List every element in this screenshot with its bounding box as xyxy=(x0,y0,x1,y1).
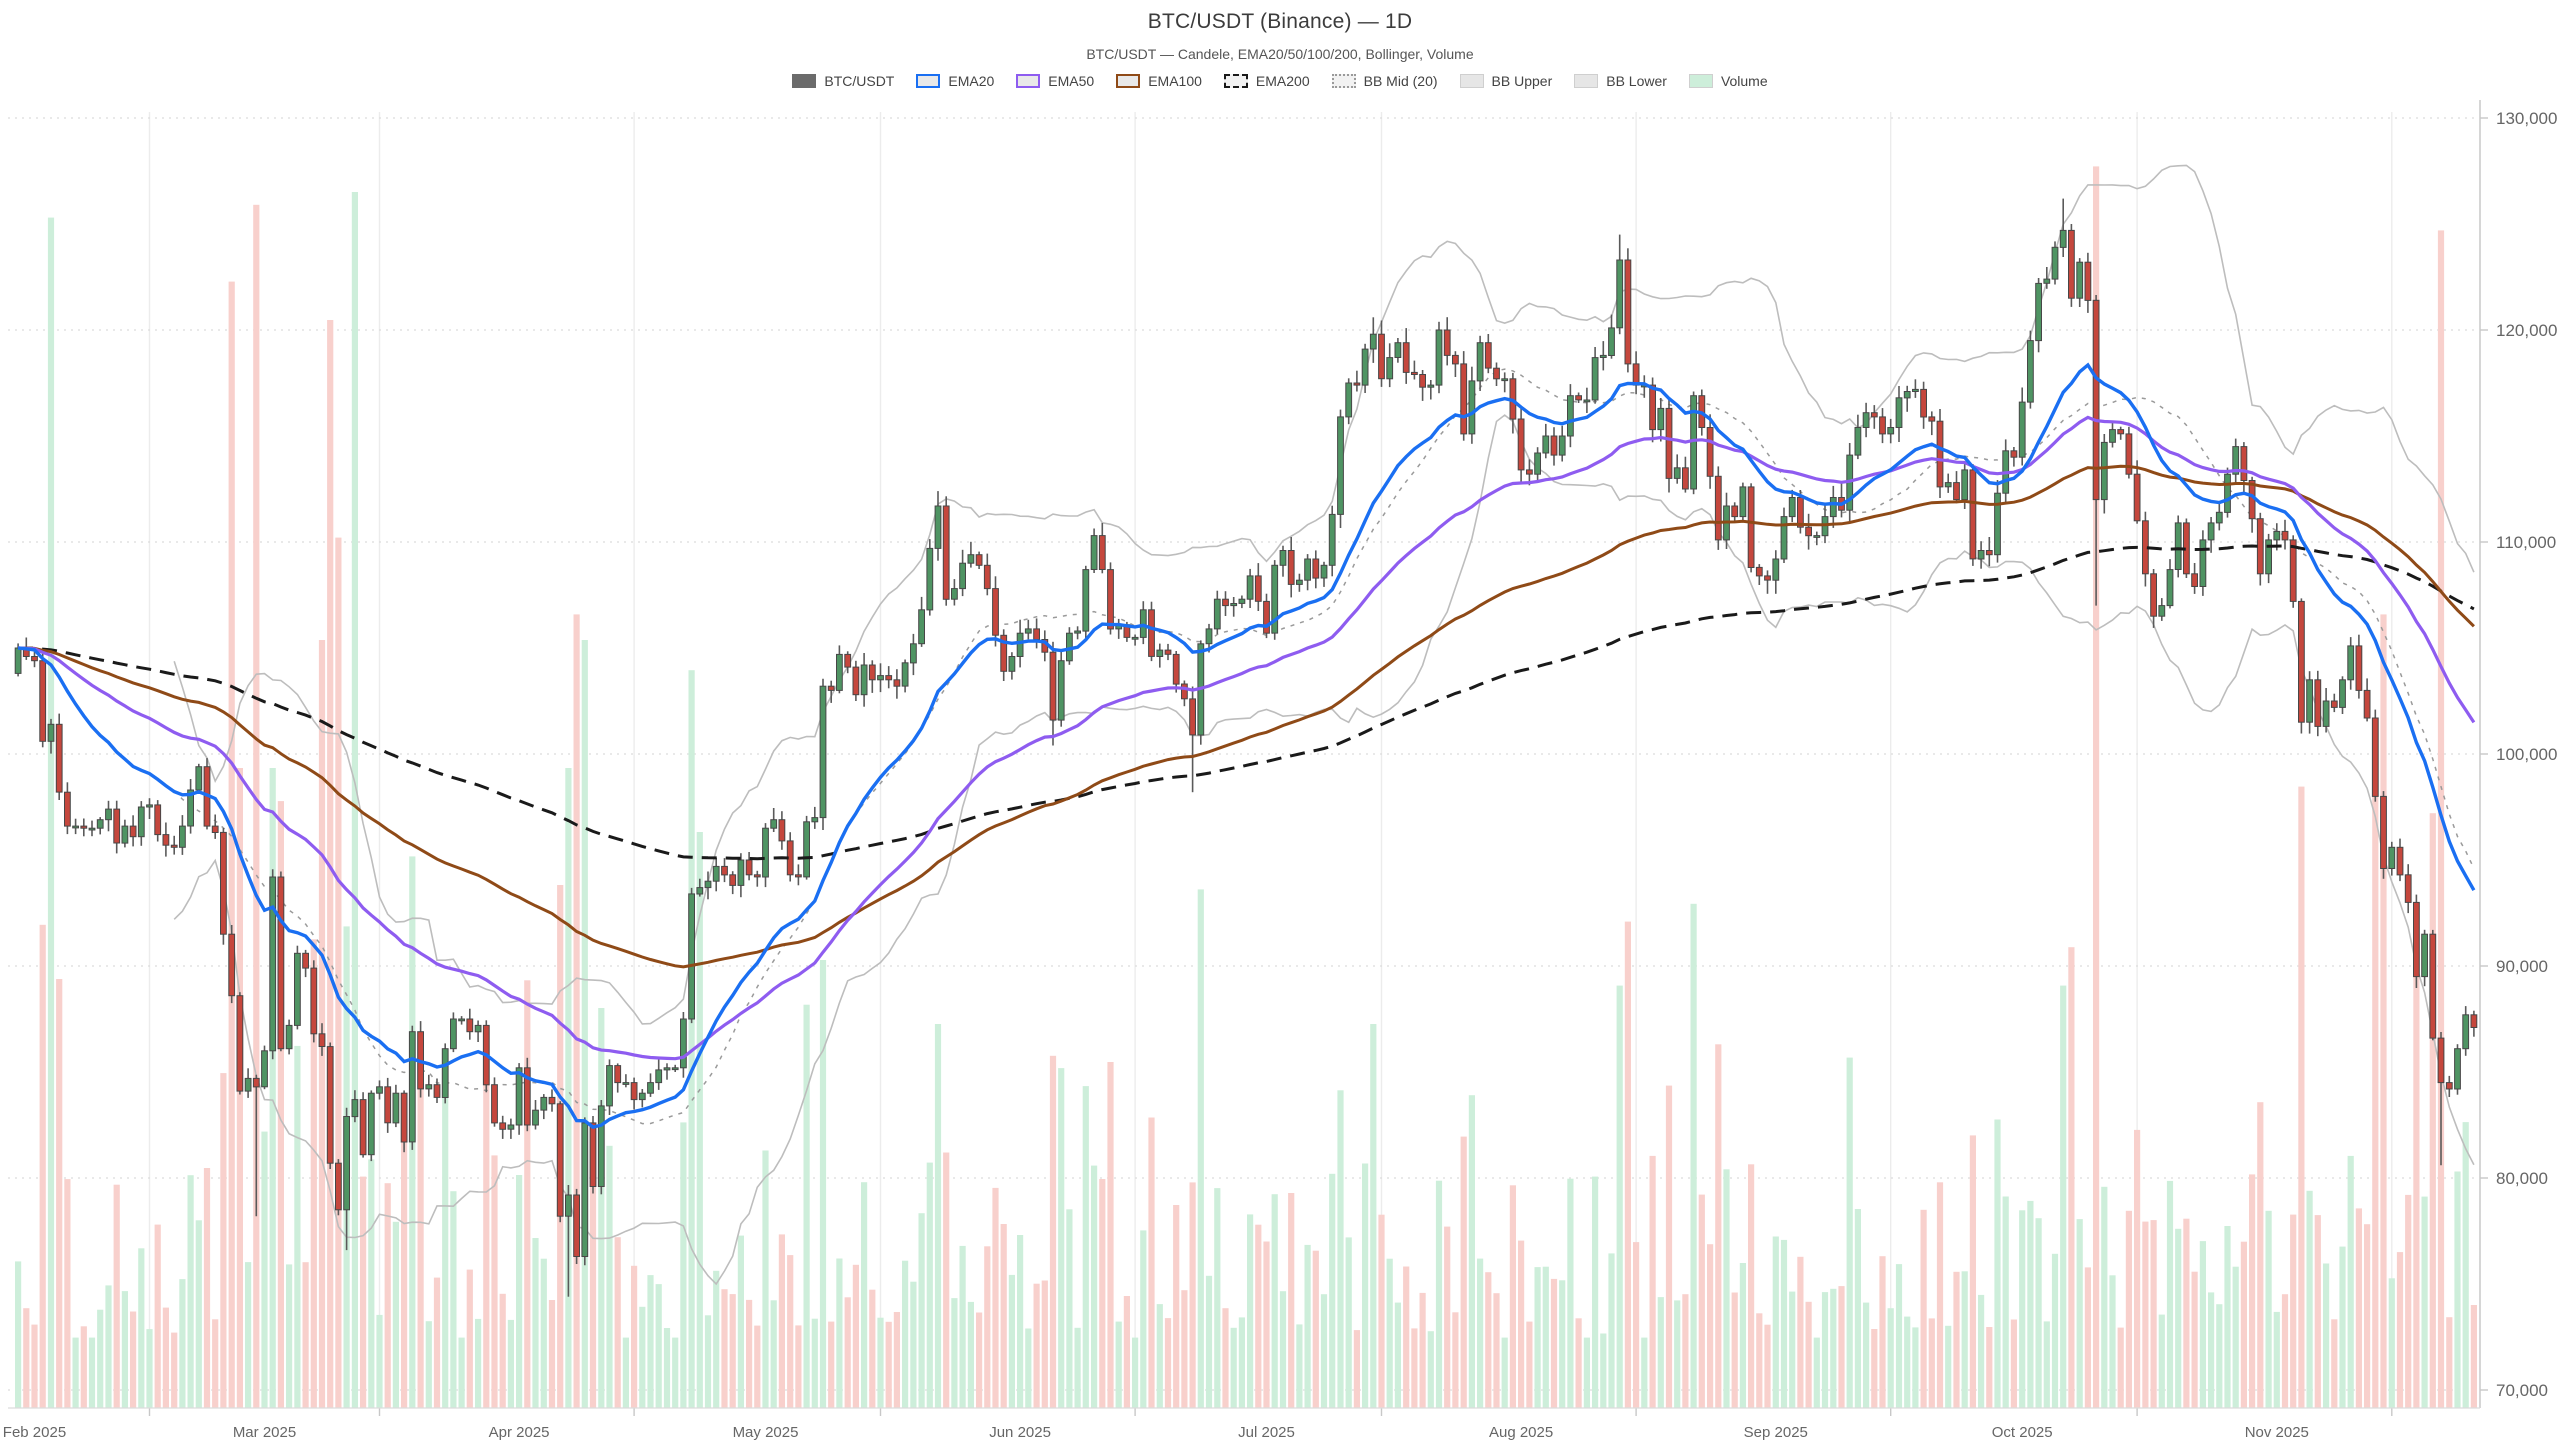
y-axis-label: 110,000 xyxy=(2496,533,2556,552)
legend-item-ema100[interactable]: EMA100 xyxy=(1116,73,1202,89)
legend-swatch-icon xyxy=(1223,74,1248,88)
axes xyxy=(8,100,2481,1409)
volume-bars xyxy=(15,166,2477,1408)
legend-label: BB Lower xyxy=(1606,73,1667,89)
legend-item-bb-lower[interactable]: BB Lower xyxy=(1574,73,1667,89)
legend-item-bb-mid-20[interactable]: BB Mid (20) xyxy=(1331,73,1438,89)
legend: BTC/USDT EMA20 EMA50 EMA100 EMA200 BB Mid (20… xyxy=(0,73,2560,89)
y-axis-label: 70,000 xyxy=(2496,1381,2548,1400)
y-axis-label: 100,000 xyxy=(2496,745,2557,764)
y-axis-label: 80,000 xyxy=(2496,1169,2548,1188)
legend-swatch-icon xyxy=(1688,74,1713,88)
legend-label: BB Upper xyxy=(1491,73,1553,89)
x-axis-ticks xyxy=(148,1408,2393,1416)
ema20-line xyxy=(17,362,2476,1129)
legend-label: EMA50 xyxy=(1048,73,1095,89)
legend-swatch-icon xyxy=(1574,74,1599,88)
y-axis-labels: 70,000 80,000 90,000 100,000 110,000 120,000 1… xyxy=(2480,109,2557,1400)
x-axis-label: Aug 2025 xyxy=(1489,1424,1553,1440)
y-axis-label: 120,000 xyxy=(2496,321,2557,340)
x-axis-label: Oct 2025 xyxy=(1992,1424,2053,1440)
bb-mid-line xyxy=(173,368,2475,1125)
legend-label: EMA100 xyxy=(1148,73,1202,89)
x-axis-label: Feb 2025 xyxy=(3,1424,66,1440)
legend-item-ema20[interactable]: EMA20 xyxy=(916,73,994,89)
legend-swatch-icon xyxy=(1116,74,1141,88)
legend-swatch-icon xyxy=(1016,74,1041,88)
legend-item-volume[interactable]: Volume xyxy=(1688,73,1768,89)
legend-label: BB Mid (20) xyxy=(1363,73,1438,89)
x-axis-label: Jul 2025 xyxy=(1238,1424,1295,1440)
legend-swatch-icon xyxy=(1331,74,1356,88)
x-axis-labels: Feb 2025 Mar 2025 Apr 2025 May 2025 Jun 2025… xyxy=(3,1424,2309,1440)
ema50-line xyxy=(18,415,2476,1061)
legend-swatch-icon xyxy=(1459,74,1484,88)
legend-label: EMA20 xyxy=(948,73,995,89)
x-axis-label: Apr 2025 xyxy=(489,1424,550,1440)
x-axis-label: Jun 2025 xyxy=(989,1424,1051,1440)
legend-swatch-icon xyxy=(792,74,817,88)
legend-item-ema200[interactable]: EMA200 xyxy=(1223,73,1310,89)
ema100-line xyxy=(18,464,2475,969)
legend-label: BTC/USDT xyxy=(824,73,895,89)
ema-lines xyxy=(17,362,2476,1129)
candles xyxy=(14,198,2478,1297)
legend-item-btc-usdt[interactable]: BTC/USDT xyxy=(792,73,894,89)
bb-upper-line xyxy=(173,164,2475,1025)
x-axis-label: Sep 2025 xyxy=(1744,1424,1808,1440)
legend-label: Volume xyxy=(1720,73,1768,89)
price-gridlines xyxy=(8,117,2478,1391)
ema200-line xyxy=(18,544,2475,861)
legend-item-bb-upper[interactable]: BB Upper xyxy=(1459,73,1553,89)
x-axis-label: Nov 2025 xyxy=(2245,1424,2309,1440)
legend-label: EMA200 xyxy=(1255,73,1310,89)
y-axis-label: 90,000 xyxy=(2496,957,2548,976)
legend-swatch-icon xyxy=(916,74,941,88)
y-axis-label: 130,000 xyxy=(2496,109,2557,128)
legend-item-ema50[interactable]: EMA50 xyxy=(1016,73,1094,89)
bb-lower-line xyxy=(173,414,2475,1286)
x-axis-label: May 2025 xyxy=(733,1424,799,1440)
x-axis-label: Mar 2025 xyxy=(233,1424,296,1440)
